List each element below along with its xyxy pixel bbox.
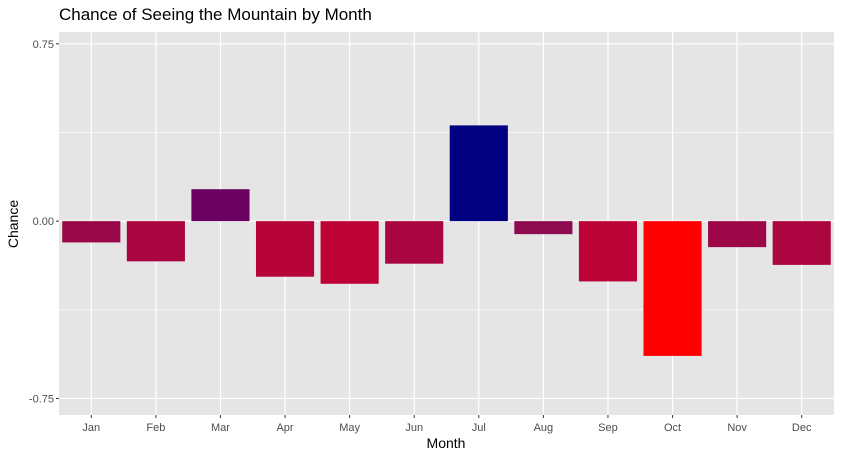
x-tick-label: Jan (82, 422, 100, 434)
plot-panel (59, 32, 834, 415)
bar-jun (385, 221, 444, 264)
y-axis: -0.75 0.00 0.75 (29, 39, 59, 405)
x-tick-label: Mar (211, 422, 230, 434)
bar-may (320, 221, 379, 284)
bar-oct (643, 221, 702, 356)
chart-title: Chance of Seeing the Mountain by Month (59, 5, 372, 24)
bar-nov (708, 221, 767, 248)
x-axis-title: Month (427, 435, 466, 451)
x-tick-label: Feb (146, 422, 165, 434)
x-tick-label: Apr (276, 422, 293, 434)
x-tick-label: Jul (472, 422, 486, 434)
x-tick-label: Aug (534, 422, 554, 434)
bars (62, 125, 831, 356)
x-tick-label: Sep (598, 422, 618, 434)
bar-jul (449, 125, 508, 222)
bar-apr (255, 221, 315, 277)
x-tick-label: Oct (664, 422, 681, 434)
bar-sep (578, 221, 638, 282)
grid-minor (59, 132, 834, 311)
y-axis-title: Chance (5, 200, 21, 248)
y-tick-label: -0.75 (29, 393, 54, 405)
y-tick-label: 0.75 (33, 39, 54, 51)
bar-mar (191, 189, 250, 222)
x-axis: Jan Feb Mar Apr May Jun Jul Aug Sep Oct Nov Dec (82, 415, 812, 434)
bar-jan (62, 221, 121, 243)
x-tick-label: Dec (792, 422, 812, 434)
x-tick-label: Nov (727, 422, 747, 434)
bar-aug (514, 221, 573, 235)
x-tick-label: May (339, 422, 360, 434)
x-tick-label: Jun (405, 422, 423, 434)
bar-dec (772, 221, 831, 265)
y-tick-label: 0.00 (33, 216, 54, 228)
bar-feb (126, 221, 185, 262)
